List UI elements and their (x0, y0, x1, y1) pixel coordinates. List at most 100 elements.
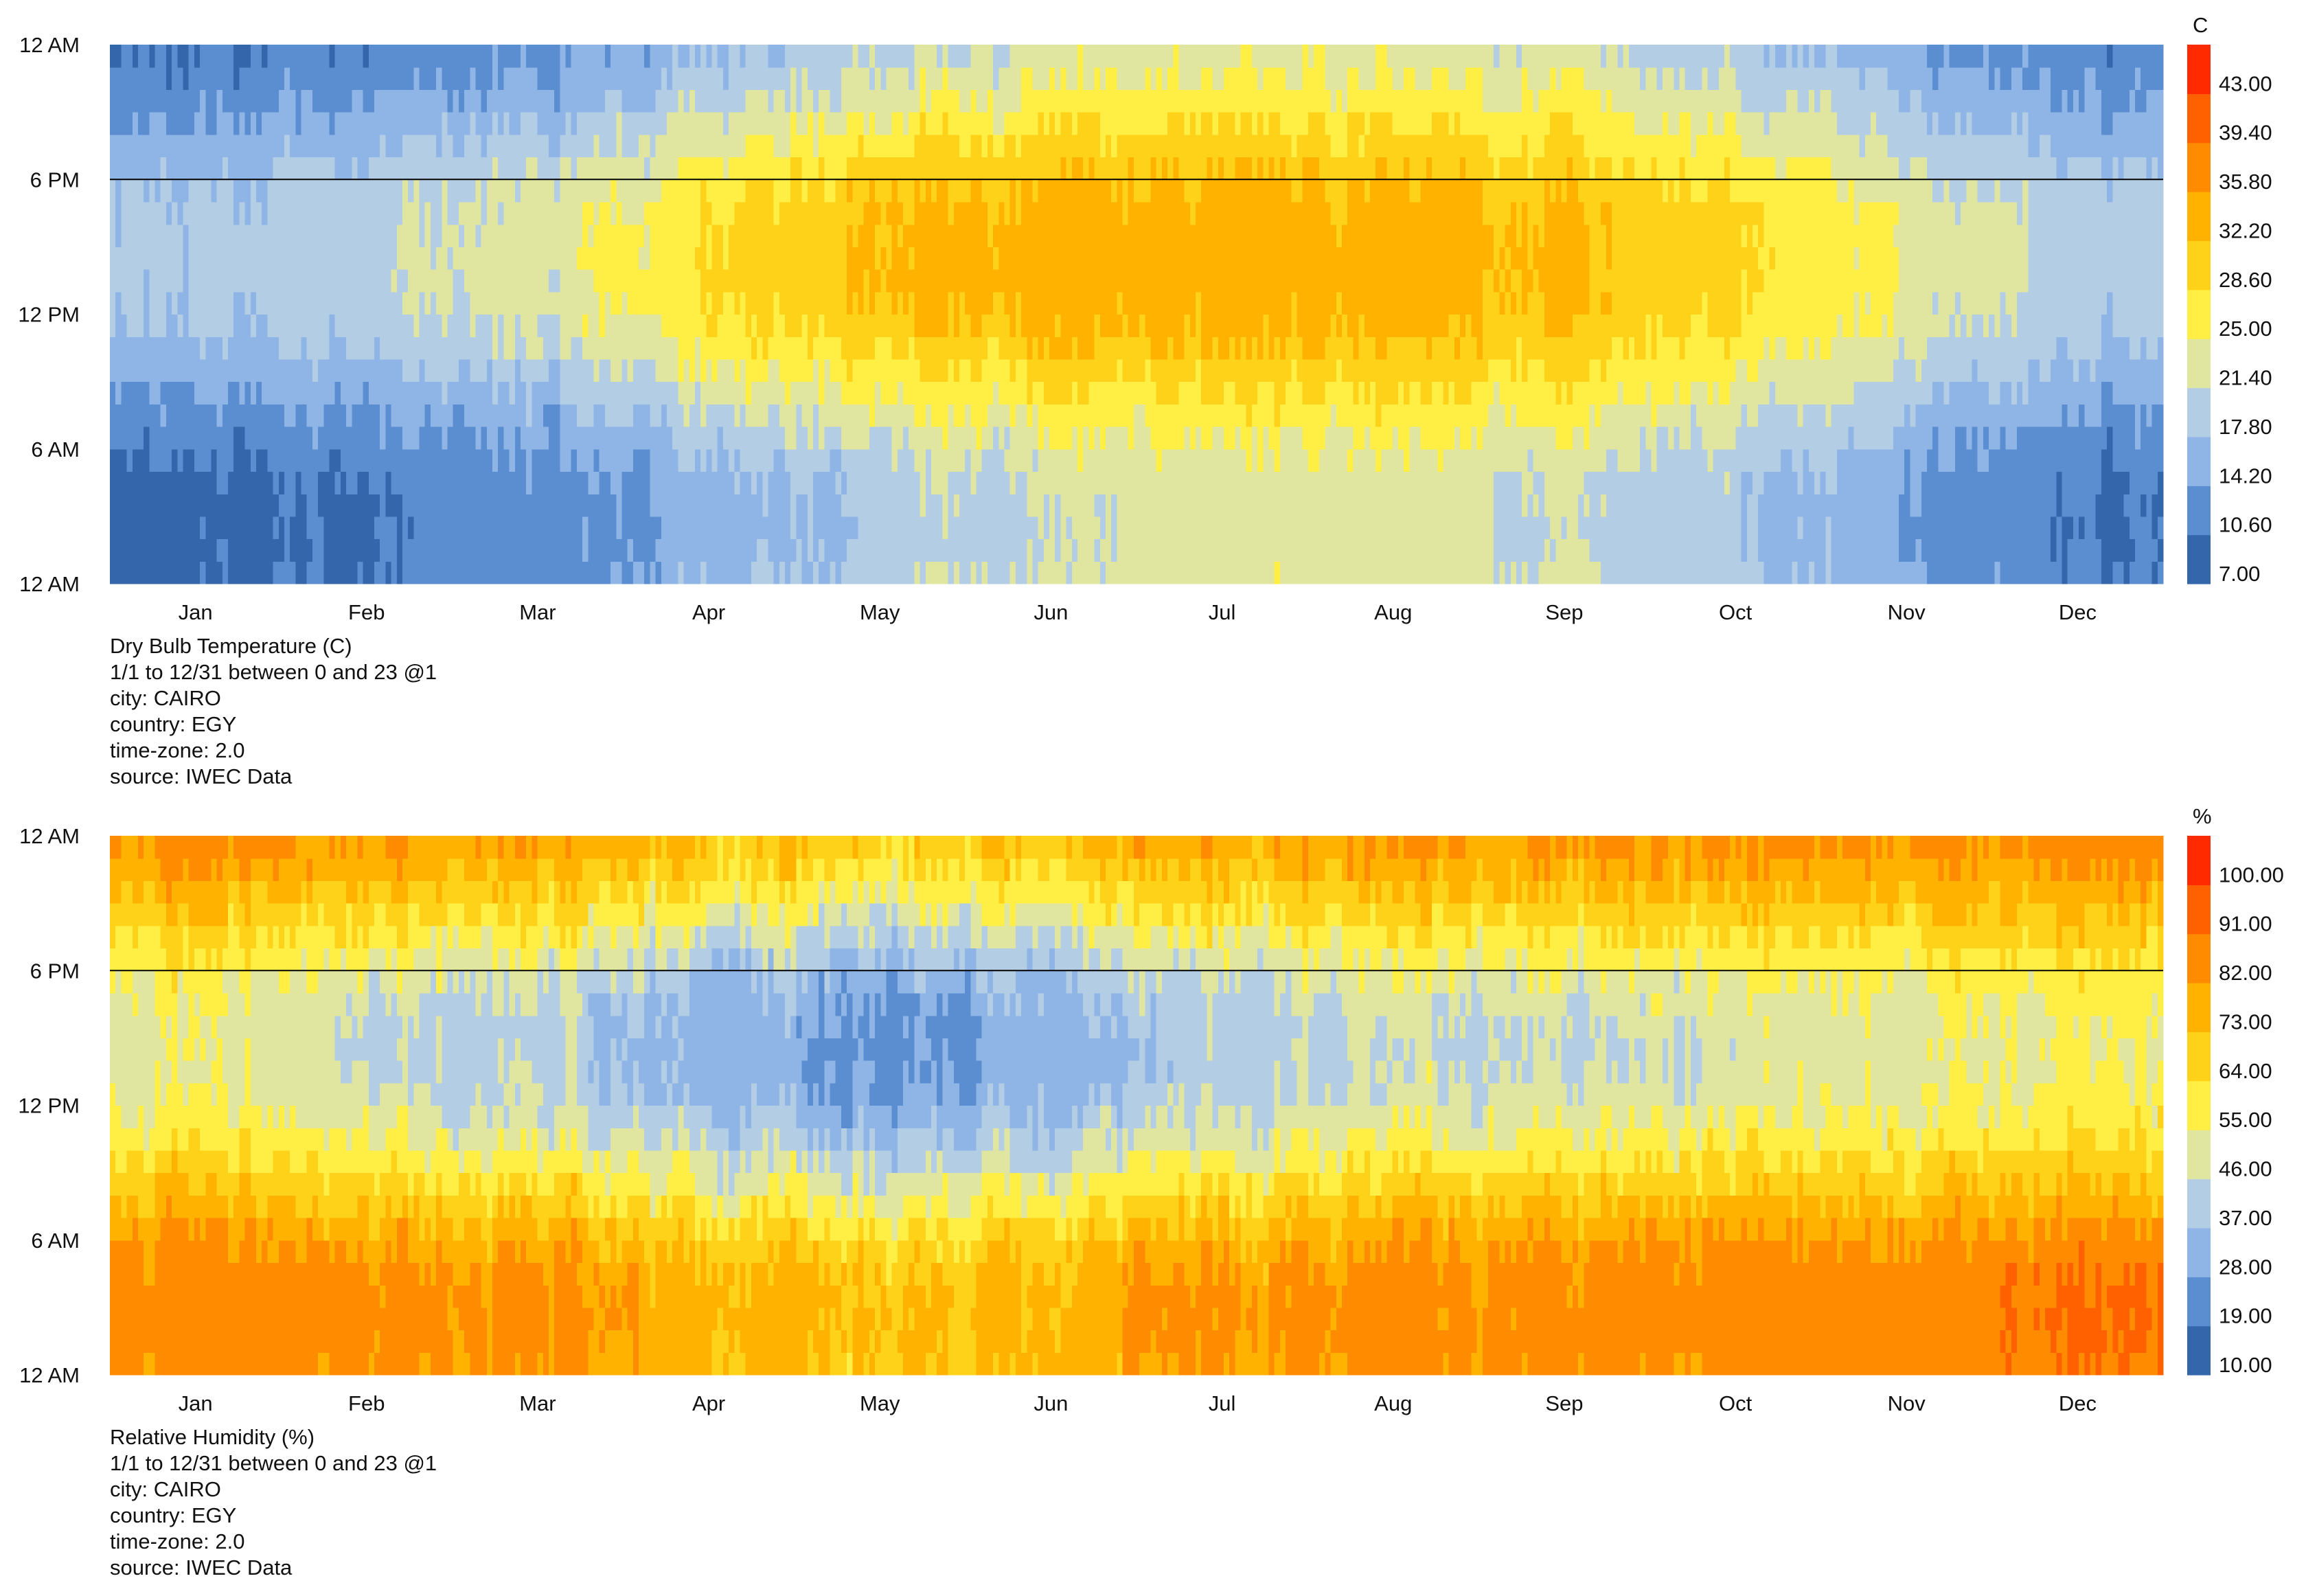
heatmap-cell (920, 89, 926, 113)
heatmap-cell (722, 448, 729, 472)
heatmap-cell (144, 538, 150, 562)
heatmap-cell (729, 224, 735, 247)
heatmap-cell (1229, 358, 1235, 383)
heatmap-cell (419, 448, 426, 472)
heatmap-cell (548, 494, 555, 517)
heatmap-cell (953, 45, 960, 68)
heatmap-cell (1274, 337, 1281, 360)
heatmap-cell (639, 269, 645, 293)
heatmap-cell (1274, 516, 1281, 540)
heatmap-cell (847, 45, 853, 68)
heatmap-cell (1015, 538, 1022, 562)
heatmap-cell (340, 291, 347, 315)
heatmap-cell (953, 538, 960, 562)
heatmap-cell (464, 494, 470, 517)
heatmap-cell (700, 179, 707, 203)
heatmap-cell (1167, 134, 1174, 158)
heatmap-cell (1173, 89, 1180, 113)
heatmap-cell (768, 381, 775, 404)
heatmap-cell (914, 157, 921, 180)
heatmap-cell (909, 448, 915, 472)
heatmap-cell (1133, 494, 1140, 517)
heatmap-cell (627, 201, 634, 225)
heatmap-cell (576, 471, 583, 494)
heatmap-cell (396, 112, 403, 135)
heatmap-cell (312, 67, 319, 91)
heatmap-cell (576, 494, 583, 517)
heatmap-cell (211, 291, 218, 315)
heatmap-cell (1105, 247, 1112, 270)
heatmap-cell (722, 516, 729, 540)
heatmap-cell (1167, 45, 1174, 68)
heatmap-cell (779, 247, 786, 270)
heatmap-cell (1038, 516, 1044, 540)
heatmap-cell (560, 448, 567, 472)
heatmap-cell (165, 157, 172, 180)
heatmap-cell (942, 89, 949, 113)
heatmap-cell (1201, 471, 1207, 494)
heatmap-cell (453, 381, 459, 404)
heatmap-cell (255, 516, 262, 540)
heatmap-cell (262, 471, 268, 494)
heatmap-cell (200, 179, 206, 203)
heatmap-cell (627, 314, 634, 337)
heatmap-cell (172, 381, 178, 404)
heatmap-cell (183, 112, 190, 135)
heatmap-cell (976, 134, 983, 158)
heatmap-cell (1212, 426, 1219, 450)
heatmap-cell (801, 358, 808, 383)
heatmap-cell (1229, 269, 1235, 293)
heatmap-cell (284, 67, 290, 91)
heatmap-cell (751, 89, 757, 113)
heatmap-cell (323, 358, 330, 383)
heatmap-cell (301, 179, 308, 203)
heatmap-cell (1251, 426, 1258, 450)
heatmap-cell (593, 179, 600, 203)
heatmap-cell (588, 224, 595, 247)
heatmap-cell (509, 538, 516, 562)
heatmap-cell (481, 157, 488, 180)
heatmap-cell (1111, 494, 1117, 517)
heatmap-cell (453, 89, 459, 113)
heatmap-cell (318, 516, 324, 540)
heatmap-cell (616, 516, 623, 540)
heatmap-cell (1111, 89, 1117, 113)
heatmap-cell (835, 404, 842, 427)
heatmap-cell (1060, 157, 1067, 180)
heatmap-cell (1021, 269, 1027, 293)
heatmap-cell (891, 112, 898, 135)
heatmap-cell (177, 179, 184, 203)
heatmap-cell (909, 224, 915, 247)
heatmap-cell (959, 494, 966, 517)
heatmap-cell (745, 179, 752, 203)
heatmap-cell (1088, 89, 1095, 113)
heatmap-cell (211, 269, 218, 293)
heatmap-cell (678, 381, 685, 404)
heatmap-cell (464, 291, 470, 315)
heatmap-cell (841, 112, 847, 135)
heatmap-cell (768, 538, 775, 562)
heatmap-cell (722, 358, 729, 383)
heatmap-cell (1117, 201, 1123, 225)
heatmap-cell (1066, 538, 1073, 562)
heatmap-cell (334, 89, 341, 113)
heatmap-cell (965, 381, 971, 404)
heatmap-cell (1178, 269, 1185, 293)
heatmap-cell (909, 45, 915, 68)
heatmap-cell (875, 157, 881, 180)
heatmap-cell (543, 291, 549, 315)
heatmap-cell (639, 134, 645, 158)
heatmap-cell (678, 134, 685, 158)
heatmap-cell (486, 358, 493, 383)
heatmap-cell (419, 134, 426, 158)
heatmap-cell (1207, 561, 1213, 584)
heatmap-cell (1189, 381, 1196, 404)
heatmap-cell (1133, 381, 1140, 404)
heatmap-cell (402, 538, 409, 562)
heatmap-cell (886, 381, 893, 404)
heatmap-cell (1161, 89, 1168, 113)
heatmap-cell (914, 471, 921, 494)
heatmap-cell (255, 112, 262, 135)
heatmap-cell (340, 561, 347, 584)
heatmap-cell (1027, 179, 1034, 203)
